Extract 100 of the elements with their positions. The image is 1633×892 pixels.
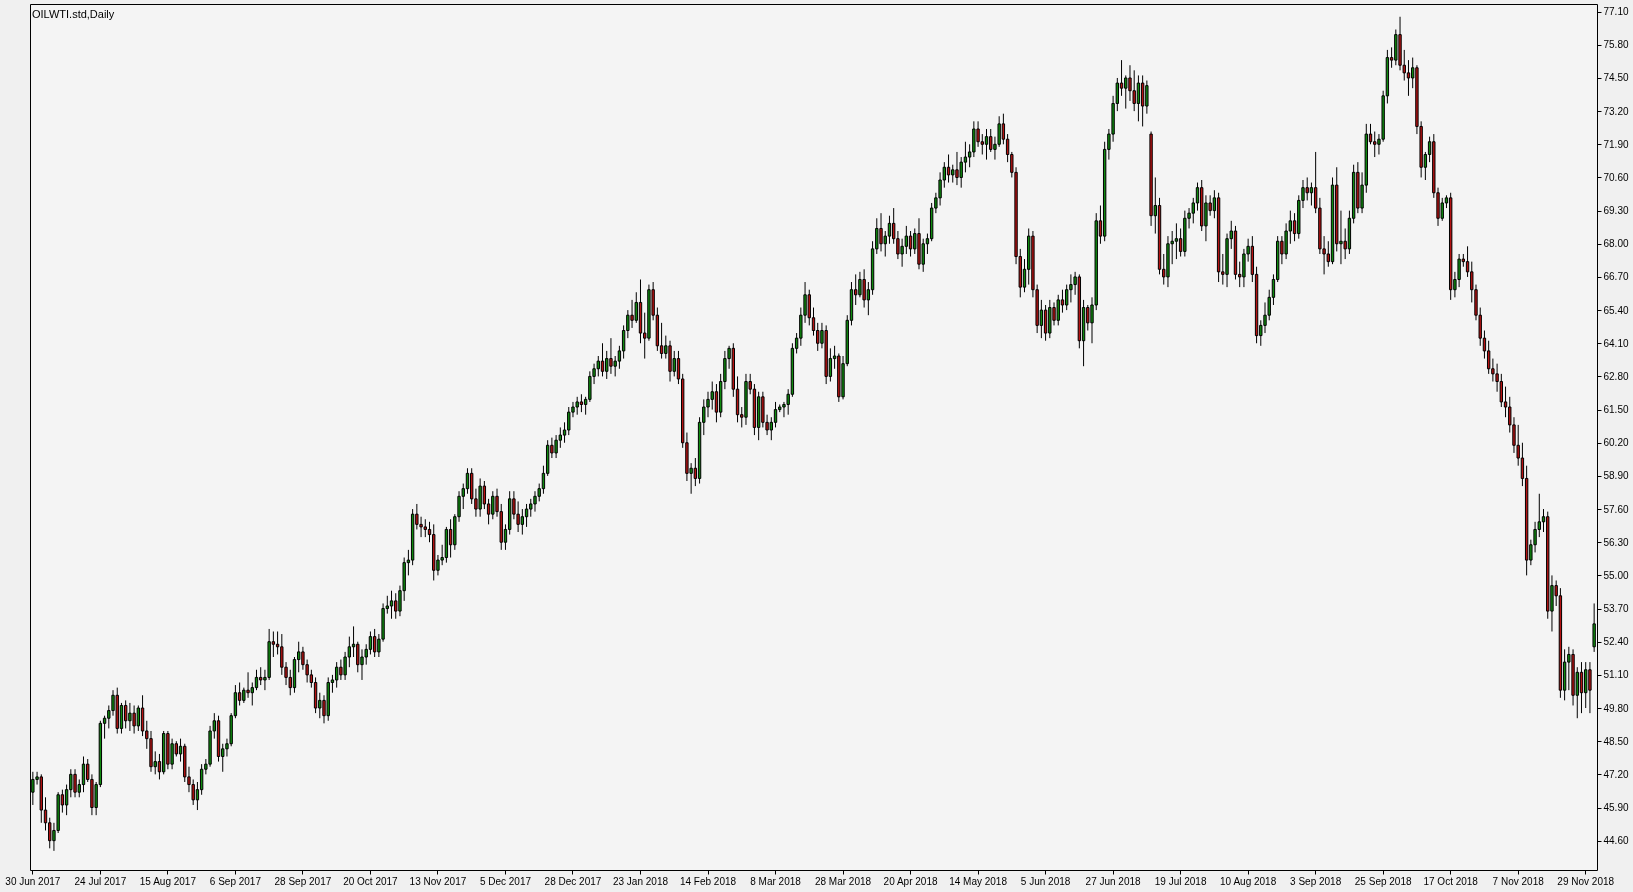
candlestick	[972, 120, 976, 158]
y-tick-label: 69.30	[1603, 205, 1629, 217]
x-tick-label: 28 Mar 2018	[814, 875, 872, 887]
candlestick	[1406, 59, 1411, 97]
candlestick	[1486, 340, 1491, 375]
candlestick	[73, 768, 77, 798]
candlestick	[334, 661, 339, 689]
candlestick	[368, 631, 373, 655]
candlestick	[360, 648, 364, 681]
candlestick	[1124, 74, 1128, 110]
candlestick	[567, 406, 571, 436]
candlestick	[520, 508, 525, 536]
candlestick	[984, 128, 989, 161]
candlestick	[609, 337, 613, 375]
candlestick	[630, 299, 634, 329]
candlestick	[491, 490, 495, 520]
y-tick-label: 77.10	[1603, 6, 1629, 18]
x-tick-label: 27 Jun 2018	[1085, 875, 1142, 887]
candlestick	[389, 590, 394, 620]
candlestick	[533, 490, 537, 513]
y-tick-label: 58.90	[1603, 470, 1629, 482]
x-tick-label: 28 Sep 2017	[274, 875, 332, 887]
candlestick	[1174, 222, 1179, 260]
candlestick	[714, 383, 719, 423]
x-tick-label: 17 Oct 2018	[1423, 875, 1479, 887]
candlestick	[419, 516, 423, 538]
y-tick-label: 48.50	[1603, 735, 1629, 747]
y-tick-label: 47.20	[1603, 768, 1629, 780]
candlestick	[887, 215, 892, 245]
y-tick-label: 73.20	[1603, 105, 1629, 117]
y-tick-label: 57.60	[1603, 503, 1629, 515]
candlestick	[1588, 661, 1592, 714]
x-tick-label: 8 Mar 2018	[750, 875, 802, 887]
y-tick-label: 71.90	[1603, 138, 1629, 150]
candlestick	[879, 212, 883, 252]
y-tick-label: 61.50	[1603, 404, 1629, 416]
candlestick	[81, 755, 86, 793]
x-tick-label: 25 Sep 2018	[1354, 875, 1412, 887]
x-tick-label: 14 May 2018	[949, 875, 1008, 887]
y-tick-label: 62.80	[1603, 370, 1629, 382]
y-tick-label: 74.50	[1603, 72, 1629, 84]
candlestick	[1305, 176, 1309, 201]
candlestick	[478, 477, 482, 518]
x-tick-label: 30 Jun 2017	[5, 875, 61, 887]
candlestick	[900, 238, 904, 268]
candlestick	[339, 659, 343, 681]
y-tick-label: 56.30	[1603, 536, 1629, 548]
candlestick	[959, 156, 963, 189]
x-tick-label: 28 Dec 2017	[544, 875, 602, 887]
candlestick	[1136, 74, 1141, 122]
candlestick	[955, 151, 959, 186]
y-tick-label: 45.90	[1603, 802, 1629, 814]
x-tick-label: 10 Aug 2018	[1220, 875, 1277, 887]
y-tick-label: 65.40	[1603, 304, 1629, 316]
candlestick	[128, 702, 132, 732]
candlestick	[132, 704, 136, 735]
x-tick-label: 5 Jun 2018	[1020, 875, 1071, 887]
candlestick	[858, 271, 862, 298]
y-tick-label: 64.10	[1603, 337, 1629, 349]
y-tick-label: 68.00	[1603, 238, 1629, 250]
x-tick-label: 5 Dec 2017	[479, 875, 532, 887]
x-tick-label: 3 Sep 2018	[1290, 875, 1342, 887]
x-tick-label: 7 Nov 2018	[1492, 875, 1545, 887]
chart-title: OILWTI.std,Daily	[32, 8, 115, 20]
y-tick-label: 53.70	[1603, 603, 1629, 615]
y-tick-label: 44.60	[1603, 835, 1629, 847]
candlestick	[1309, 182, 1314, 207]
candlestick	[1056, 294, 1060, 326]
candlestick	[1069, 273, 1073, 303]
x-tick-label: 20 Apr 2018	[883, 875, 938, 887]
x-tick-label: 15 Aug 2017	[139, 875, 197, 887]
candlestick	[862, 268, 866, 309]
y-tick-label: 66.70	[1603, 271, 1629, 283]
candlestick	[1043, 304, 1048, 342]
x-tick-label: 23 Jan 2018	[612, 875, 669, 887]
x-tick-label: 13 Nov 2017	[409, 875, 467, 887]
candlestick	[246, 671, 250, 699]
x-tick-label: 19 Jul 2018	[1154, 875, 1207, 887]
x-tick-label: 6 Sep 2017	[209, 875, 262, 887]
x-tick-label: 14 Feb 2018	[679, 875, 737, 887]
y-tick-label: 55.00	[1603, 569, 1629, 581]
candlestick	[946, 154, 951, 184]
candlestick	[372, 628, 377, 658]
y-tick-label: 52.40	[1603, 636, 1629, 648]
y-tick-label: 49.80	[1603, 702, 1629, 714]
candlestick	[1145, 80, 1149, 115]
candlestick	[908, 230, 913, 258]
candlestick	[554, 434, 558, 459]
candlestick	[524, 503, 529, 528]
candlestick	[1284, 222, 1288, 260]
candlestick	[773, 401, 778, 428]
candlestick	[394, 592, 398, 620]
candlestick	[140, 694, 145, 737]
candlestick	[600, 342, 605, 377]
candlestick	[1373, 131, 1377, 158]
x-tick-label: 20 Oct 2017	[343, 875, 399, 887]
candlestick	[1140, 74, 1145, 127]
y-tick-label: 75.80	[1603, 39, 1629, 51]
y-tick-label: 60.20	[1603, 437, 1629, 449]
candlestick	[1132, 69, 1136, 112]
